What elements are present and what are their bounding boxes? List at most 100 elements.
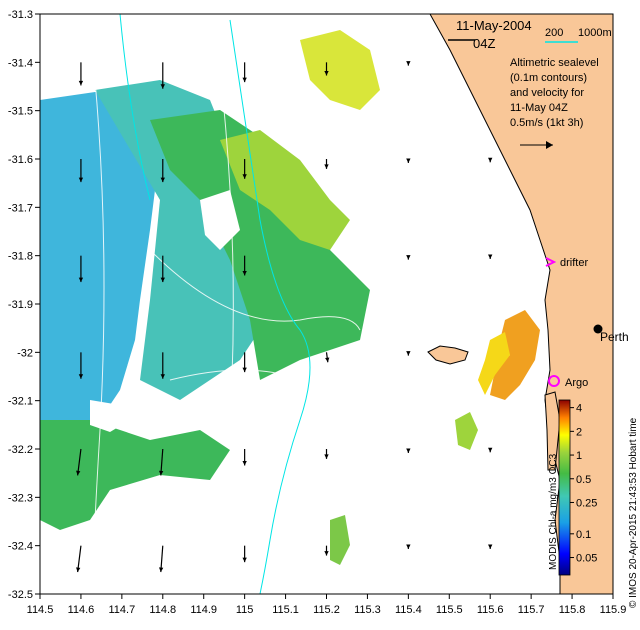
bathy-label-1000: 1000m xyxy=(578,27,612,39)
velocity-arrow xyxy=(324,545,329,556)
argo-label: Argo xyxy=(565,377,588,389)
velocity-arrow xyxy=(406,158,411,163)
velocity-arrow xyxy=(488,254,493,259)
x-tick-label: 115 xyxy=(236,604,254,616)
velocity-arrow xyxy=(406,544,411,549)
sealevel-contours xyxy=(94,69,361,521)
velocity-arrow xyxy=(324,62,329,76)
velocity-arrow xyxy=(160,255,165,283)
colorbar-tick-label: 0.5 xyxy=(576,474,591,486)
colorbar-ramp xyxy=(558,399,571,576)
argo-marker: Argo xyxy=(548,375,588,389)
velocity-arrow xyxy=(325,352,330,363)
y-tick-label: -31.4 xyxy=(8,57,33,69)
land-rottnest-island xyxy=(427,345,469,365)
velocity-arrow xyxy=(160,159,165,183)
colorbar-product-label: MODIS Chl-a mg/m3 OC3 xyxy=(548,453,559,570)
velocity-arrow xyxy=(160,352,165,379)
chl-yellow-north xyxy=(300,30,380,110)
y-tick-label: -31.6 xyxy=(8,154,33,166)
velocity-arrow xyxy=(158,448,164,476)
chl-green-coastal xyxy=(455,412,478,450)
info-time: 04Z xyxy=(473,36,495,51)
velocity-arrow xyxy=(406,255,411,260)
colorbar: 4 2 1 0.5 0.25 0.1 0.05 xyxy=(558,399,597,576)
y-tick-label: -31.7 xyxy=(8,202,33,214)
x-tick-label: 114.8 xyxy=(149,604,176,616)
perth-marker: Perth xyxy=(593,324,629,344)
velocity-arrow xyxy=(76,545,82,573)
drifter-arrow-icon xyxy=(545,257,557,267)
x-tick-label: 114.6 xyxy=(68,604,95,616)
x-tick-label: 115.9 xyxy=(600,604,627,616)
cloud-gap-north xyxy=(40,14,300,80)
colorbar-ticks: 4 2 1 0.5 0.25 0.1 0.05 xyxy=(570,403,597,565)
velocity-arrow xyxy=(488,447,493,453)
velocity-arrow xyxy=(242,545,247,563)
chl-green-region xyxy=(150,110,370,380)
y-tick-label: -32.1 xyxy=(8,396,33,408)
y-tick-label: -31.3 xyxy=(8,9,33,21)
x-tick-label: 114.9 xyxy=(190,604,217,616)
velocity-arrow xyxy=(242,159,247,179)
info-panel: 11-May-2004 04Z 200 1000m Altimetric sea… xyxy=(448,18,612,149)
chl-green-southcoast xyxy=(330,515,350,565)
perth-dot-icon xyxy=(593,324,603,334)
legend-line-5: 0.5m/s (1kt 3h) xyxy=(510,117,583,129)
x-tick-label: 114.5 xyxy=(27,604,54,616)
x-tick-label: 115.7 xyxy=(518,604,545,616)
x-tick-label: 115.4 xyxy=(395,604,422,616)
chl-green-south xyxy=(40,420,230,530)
y-tick-label: -31.9 xyxy=(8,299,33,311)
velocity-arrow xyxy=(488,157,493,163)
colorbar-tick-label: 0.05 xyxy=(576,553,597,565)
velocity-arrow xyxy=(242,62,247,83)
velocity-arrow xyxy=(242,255,247,276)
cloud-gap-center xyxy=(200,190,240,250)
velocity-arrow xyxy=(324,449,329,459)
velocity-arrow xyxy=(76,448,82,476)
x-tick-label: 115.2 xyxy=(313,604,340,616)
perth-label: Perth xyxy=(600,330,629,344)
chl-yellowgreen-mid xyxy=(220,130,350,250)
velocity-arrow xyxy=(78,352,84,379)
drifter-marker: drifter xyxy=(545,257,588,269)
velocity-arrow xyxy=(242,352,247,373)
velocity-arrows xyxy=(76,61,493,573)
y-tick-label: -32 xyxy=(17,347,33,359)
scale-arrow xyxy=(520,141,553,149)
x-tick-label: 114.7 xyxy=(108,604,135,616)
drifter-label: drifter xyxy=(560,257,588,269)
velocity-arrow xyxy=(488,544,493,549)
velocity-arrow xyxy=(406,448,411,453)
y-tick-label: -31.8 xyxy=(8,251,33,263)
y-tick-label: -32.3 xyxy=(8,492,33,504)
argo-circle-icon xyxy=(548,375,560,387)
colorbar-tick-label: 0.1 xyxy=(576,529,591,541)
info-date: 11-May-2004 xyxy=(456,18,532,33)
legend-line-3: and velocity for xyxy=(510,87,584,99)
velocity-arrow xyxy=(406,351,411,356)
chl-yellow-coastal xyxy=(478,332,510,395)
velocity-arrow xyxy=(78,62,84,86)
y-tick-label: -32.2 xyxy=(8,444,33,456)
chlorophyll-field xyxy=(40,14,540,565)
legend-line-4: 11-May 04Z xyxy=(510,102,568,114)
x-tick-label: 115.3 xyxy=(354,604,381,616)
x-tick-label: 115.5 xyxy=(436,604,463,616)
colorbar-tick-label: 0.25 xyxy=(576,497,597,509)
y-tick-label: -31.5 xyxy=(8,106,33,118)
credits-vertical: © IMOS 20-Apr-2015 21:43:53 Hobart time xyxy=(628,417,639,608)
velocity-arrow xyxy=(78,255,84,283)
velocity-arrow xyxy=(160,62,165,89)
x-tick-label: 115.8 xyxy=(559,604,586,616)
land-garden-island xyxy=(544,391,561,471)
colorbar-tick-label: 1 xyxy=(576,450,582,462)
bathy-label-200: 200 xyxy=(545,27,563,39)
x-tick-label: 115.1 xyxy=(272,604,299,616)
x-tick-label: 115.6 xyxy=(477,604,504,616)
chl-blue-region xyxy=(40,92,160,420)
legend-line-1: Altimetric sealevel xyxy=(510,57,599,69)
velocity-arrow xyxy=(406,61,411,66)
